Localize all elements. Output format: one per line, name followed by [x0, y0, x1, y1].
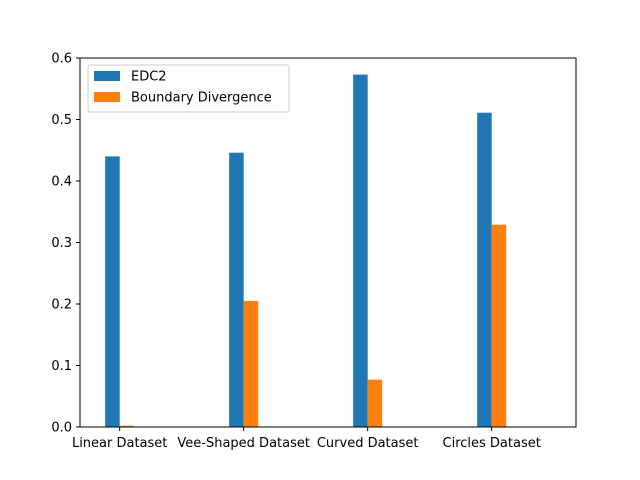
legend-label-edc2: EDC2	[131, 70, 167, 85]
bars-layer	[105, 74, 507, 428]
y-tick-label-3: 0.3	[51, 236, 72, 251]
bar-boundary-divergence-3	[491, 224, 507, 427]
bar-boundary-divergence-0	[119, 425, 135, 427]
y-tick-label-2: 0.2	[51, 298, 72, 313]
y-tick-label-5: 0.5	[51, 113, 72, 128]
x-axis: Linear Dataset Vee-Shaped Dataset Curved D…	[72, 427, 541, 451]
x-tick-label-2: Curved Dataset	[317, 436, 419, 451]
bar-edc2-2	[353, 74, 368, 427]
y-tick-label-0: 0.0	[51, 421, 72, 436]
bar-edc2-1	[229, 152, 244, 427]
bar-boundary-divergence-2	[367, 379, 383, 427]
legend-label-boundary-divergence: Boundary Divergence	[131, 91, 272, 106]
y-tick-label-6: 0.6	[51, 52, 72, 67]
y-tick-label-1: 0.1	[51, 359, 72, 374]
x-tick-label-3: Circles Dataset	[443, 436, 541, 451]
y-tick-label-4: 0.4	[51, 175, 72, 190]
legend: EDC2 Boundary Divergence	[87, 64, 290, 113]
x-tick-label-0: Linear Dataset	[72, 436, 167, 451]
legend-swatch-edc2	[94, 71, 120, 81]
y-axis: 0.0 0.1 0.2 0.3 0.4 0.5 0.6	[51, 52, 80, 436]
bar-edc2-3	[477, 112, 492, 428]
bar-boundary-divergence-1	[243, 300, 259, 427]
legend-swatch-boundary-divergence	[94, 92, 120, 102]
legend-box	[87, 64, 290, 113]
x-tick-label-1: Vee-Shaped Dataset	[177, 436, 310, 451]
bar-edc2-0	[105, 156, 120, 427]
